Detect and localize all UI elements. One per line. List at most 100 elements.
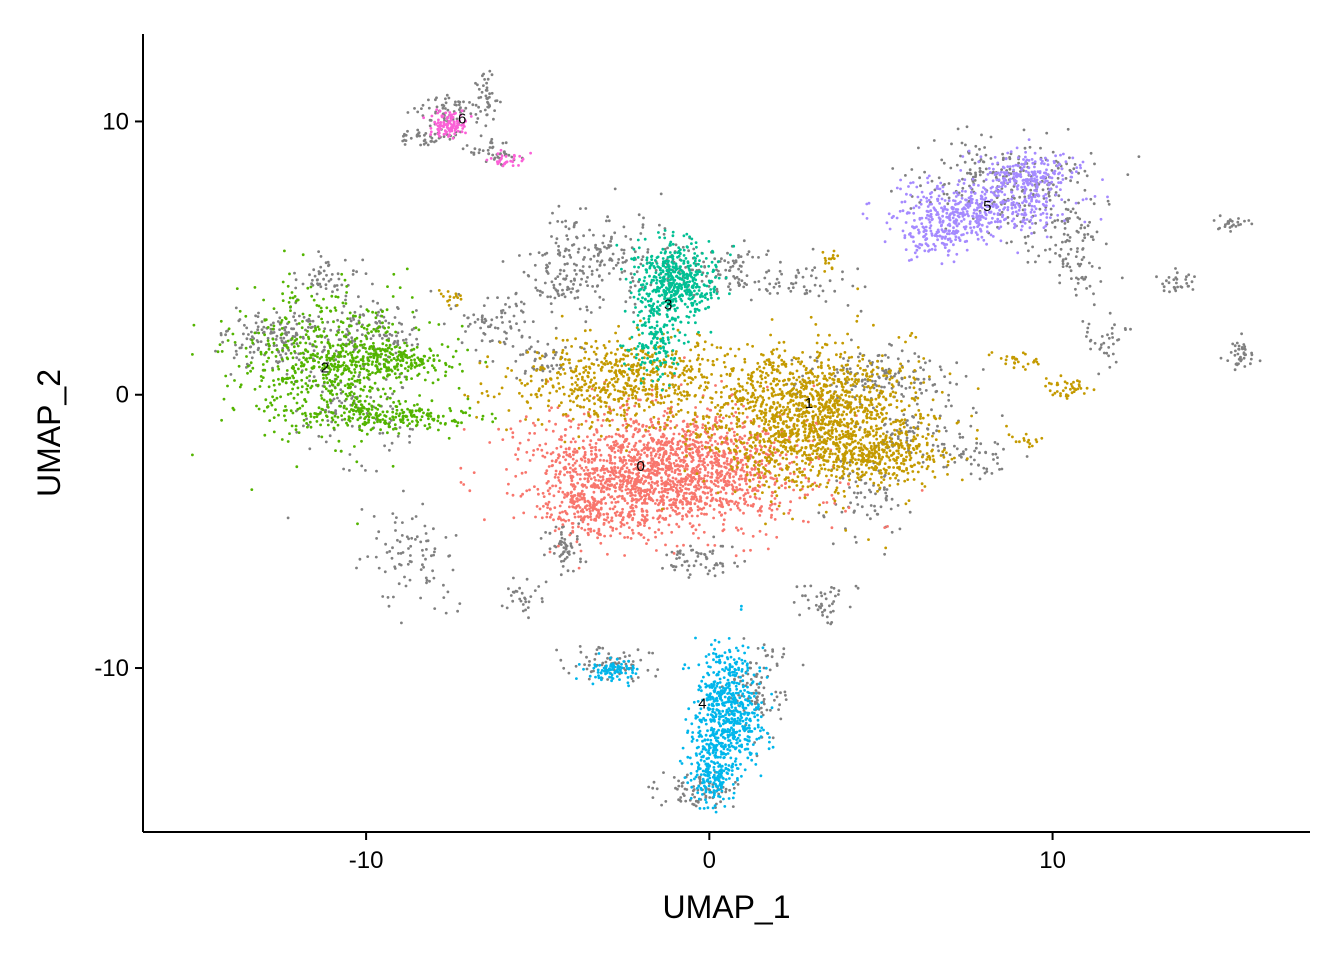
cluster-0-point <box>576 492 580 495</box>
unassigned-cell-point <box>1098 347 1102 351</box>
unassigned-cell-point <box>746 697 750 700</box>
unassigned-cell-point <box>442 596 446 599</box>
unassigned-cell-point <box>791 286 795 289</box>
cluster-0-point <box>847 506 851 510</box>
cluster-0-point <box>692 492 695 496</box>
unassigned-cell-point <box>375 537 378 540</box>
unassigned-cell-point <box>719 561 722 565</box>
unassigned-cell-point <box>598 274 601 278</box>
cluster-0-point <box>609 525 612 529</box>
cluster-0-point <box>564 467 568 470</box>
unassigned-cell-point <box>1018 195 1022 199</box>
cluster-0-point <box>720 469 723 473</box>
cluster-0-point <box>634 490 637 494</box>
unassigned-cell-point <box>1114 360 1118 364</box>
cluster-0-point <box>547 465 551 468</box>
unassigned-cell-point <box>863 378 867 381</box>
cluster-1-point <box>801 485 805 488</box>
unassigned-cell-point <box>686 773 689 777</box>
unassigned-cell-point <box>1129 327 1132 331</box>
unassigned-cell-point <box>254 321 258 325</box>
unassigned-cell-point <box>867 359 871 363</box>
unassigned-cell-point <box>909 207 913 210</box>
unassigned-cell-point <box>610 235 613 239</box>
unassigned-cell-point <box>1097 372 1101 376</box>
unassigned-cell-point <box>890 497 894 501</box>
unassigned-cell-point <box>713 257 717 261</box>
cluster-0-point <box>665 411 669 415</box>
cluster-0-point <box>710 493 713 497</box>
unassigned-cell-point <box>646 668 650 672</box>
cluster-0-point <box>691 524 695 528</box>
unassigned-cell-point <box>305 319 309 322</box>
cluster-0-point <box>764 533 768 536</box>
cluster-0-point <box>560 435 563 439</box>
cluster-0-point <box>560 438 563 442</box>
unassigned-cell-point <box>829 622 833 626</box>
unassigned-cell-point <box>395 516 398 519</box>
unassigned-cell-point <box>554 326 558 330</box>
cluster-0-point <box>742 511 745 515</box>
cluster-0-point <box>555 446 559 450</box>
unassigned-cell-point <box>629 285 633 289</box>
cluster-0-point <box>569 440 573 444</box>
unassigned-cell-point <box>908 386 912 389</box>
cluster-0-point <box>653 530 657 534</box>
unassigned-cell-point <box>330 273 334 276</box>
unassigned-cell-point <box>754 689 758 692</box>
unassigned-cell-point <box>248 351 252 354</box>
cluster-0-point <box>546 503 550 506</box>
unassigned-cell-point <box>1089 197 1093 201</box>
unassigned-cell-point <box>663 247 667 251</box>
unassigned-cell-point <box>821 613 824 617</box>
unassigned-cell-point <box>336 272 340 276</box>
unassigned-cell-point <box>1070 277 1073 280</box>
unassigned-cell-point <box>736 783 740 786</box>
cluster-0-point <box>621 461 625 464</box>
cluster-0-point <box>651 499 655 503</box>
unassigned-cell-point <box>402 338 405 342</box>
unassigned-cell-point <box>409 544 413 548</box>
unassigned-cell-point <box>873 504 876 508</box>
unassigned-cell-point <box>324 440 328 444</box>
unassigned-cell-point <box>526 606 530 609</box>
cluster-0-point <box>704 466 707 470</box>
unassigned-cell-point <box>652 780 656 784</box>
unassigned-cell-point <box>1111 336 1114 339</box>
unassigned-cell-point <box>584 560 588 564</box>
unassigned-cell-point <box>407 547 410 550</box>
unassigned-cell-point <box>504 303 507 306</box>
cluster-0-point <box>593 471 597 474</box>
unassigned-cell-point <box>396 341 399 345</box>
cluster-0-point <box>609 534 613 538</box>
cluster-0-point <box>644 497 647 501</box>
unassigned-cell-point <box>403 143 407 146</box>
unassigned-cell-point <box>587 677 591 681</box>
cluster-1-point <box>916 427 920 431</box>
unassigned-cell-point <box>737 267 740 271</box>
unassigned-cell-point <box>488 340 492 343</box>
unassigned-cell-point <box>852 491 856 495</box>
unassigned-cell-point <box>677 779 680 783</box>
unassigned-cell-point <box>490 73 494 77</box>
unassigned-cell-point <box>528 347 531 351</box>
unassigned-cell-point <box>859 309 863 313</box>
cluster-1-point <box>777 379 781 383</box>
cluster-0-point <box>567 419 571 422</box>
unassigned-cell-point <box>419 143 422 147</box>
cluster-0-point <box>732 442 736 446</box>
cluster-1-point <box>842 489 846 493</box>
unassigned-cell-point <box>514 291 518 295</box>
unassigned-cell-point <box>442 322 446 326</box>
unassigned-cell-point <box>237 319 241 323</box>
cluster-0-point <box>711 427 715 431</box>
unassigned-cell-point <box>1017 161 1020 165</box>
unassigned-cell-point <box>1212 219 1216 222</box>
unassigned-cell-point <box>419 540 423 544</box>
unassigned-cell-point <box>639 658 643 662</box>
unassigned-cell-point <box>775 277 779 281</box>
cluster-0-point <box>670 530 674 534</box>
cluster-0-point <box>587 458 590 461</box>
unassigned-cell-point <box>509 325 513 328</box>
